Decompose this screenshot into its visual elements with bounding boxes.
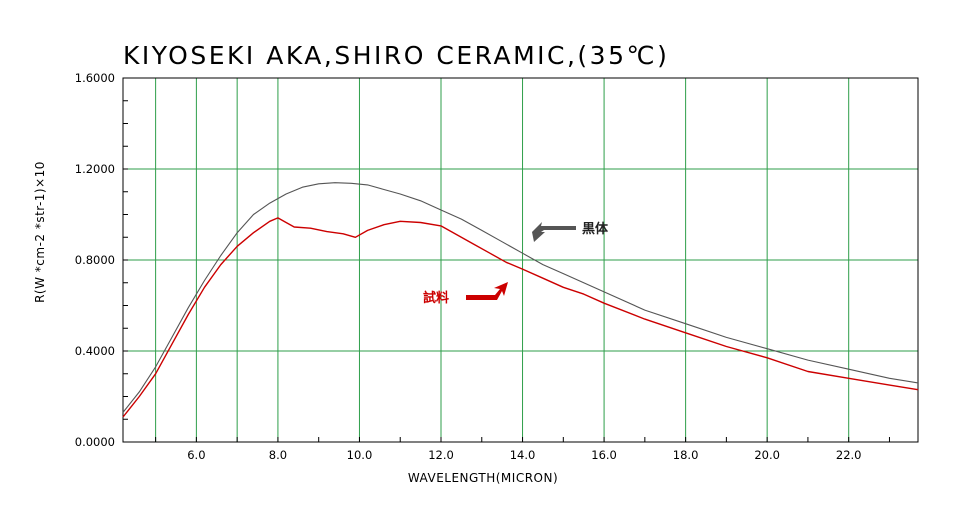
- y-axis-label: R(W *cm-2 *str-1)×10: [33, 161, 47, 303]
- y-tick-label: 1.6000: [75, 71, 115, 85]
- annotation-blackbody-label: 黒体: [582, 221, 609, 237]
- blackbody-arrow-icon: [532, 222, 576, 242]
- y-tick-label: 1.2000: [75, 162, 115, 176]
- x-tick-label: 14.0: [510, 448, 536, 462]
- y-tick-labels: 0.0000 0.4000 0.8000 1.2000 1.6000: [75, 71, 115, 449]
- y-tick-label: 0.4000: [75, 344, 115, 358]
- series-layer: [122, 182, 919, 418]
- x-tick-label: 22.0: [836, 448, 862, 462]
- sample-arrow-icon: [466, 282, 508, 300]
- series-line-blackbody: [122, 182, 919, 413]
- x-tick-label: 10.0: [347, 448, 373, 462]
- x-tick-label: 12.0: [428, 448, 454, 462]
- y-tick-label: 0.0000: [75, 435, 115, 449]
- x-tick-label: 16.0: [591, 448, 617, 462]
- grid: [123, 78, 918, 442]
- annotation-sample: 試料: [423, 282, 508, 306]
- x-axis-label: WAVELENGTH(MICRON): [408, 471, 558, 485]
- chart-title: KIYOSEKI AKA,SHIRO CERAMIC,(35℃): [123, 41, 669, 70]
- annotation-sample-label: 試料: [423, 290, 449, 306]
- annotation-blackbody: 黒体: [532, 221, 609, 242]
- x-tick-label: 6.0: [187, 448, 205, 462]
- x-tick-labels: 6.0 8.0 10.0 12.0 14.0 16.0 18.0 20.0 22.0: [187, 448, 861, 462]
- plot-frame: [122, 77, 919, 443]
- y-tick-label: 0.8000: [75, 253, 115, 267]
- minor-ticks: [123, 100, 890, 442]
- x-tick-label: 18.0: [673, 448, 699, 462]
- x-tick-label: 20.0: [754, 448, 780, 462]
- x-tick-label: 8.0: [269, 448, 287, 462]
- series-line-sample: [122, 217, 919, 418]
